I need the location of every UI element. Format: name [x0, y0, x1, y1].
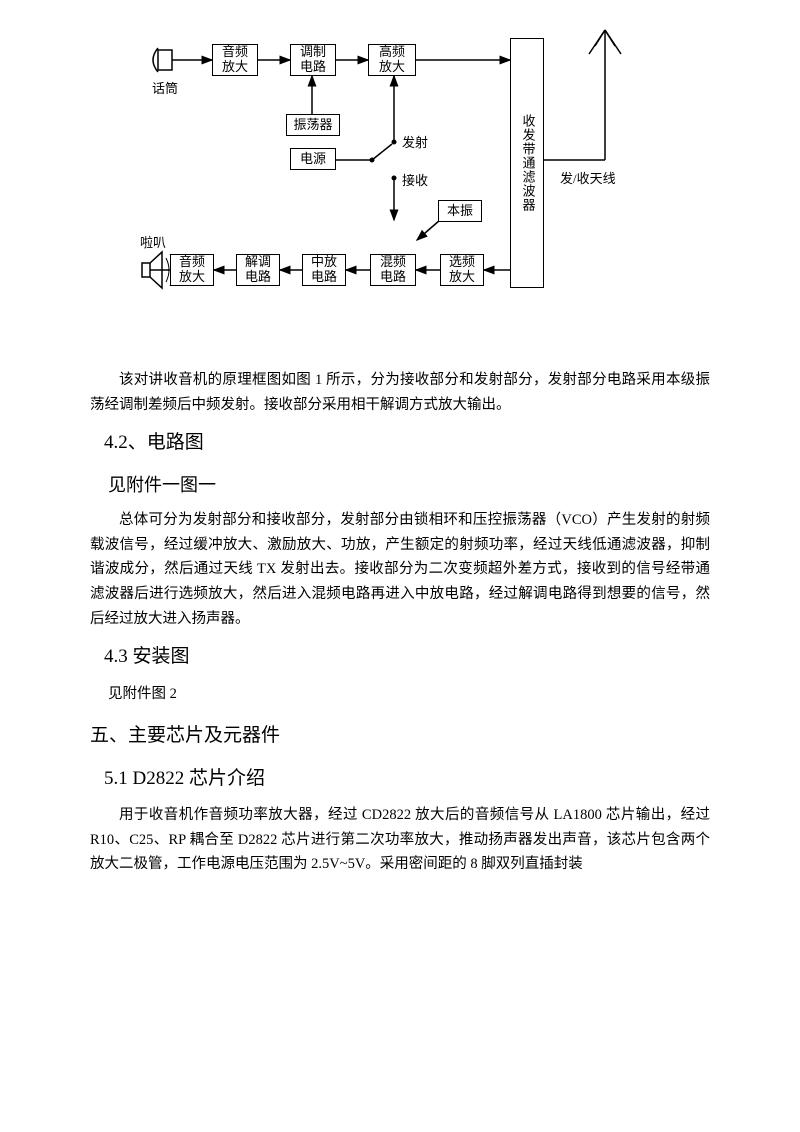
- heading-5-1: 5.1 D2822 芯片介绍: [104, 763, 710, 795]
- box-audio-amp-rx: 音频 放大: [170, 254, 214, 286]
- box-demod: 解调 电路: [236, 254, 280, 286]
- label-mic: 话筒: [152, 78, 178, 100]
- heading-4-3: 4.3 安装图: [104, 641, 710, 673]
- attachment-ref-2: 见附件图 2: [108, 682, 710, 707]
- box-sel-amp: 选频 放大: [440, 254, 484, 286]
- paragraph-1: 该对讲收音机的原理框图如图 1 所示，分为接收部分和发射部分，发射部分电路采用本…: [90, 368, 710, 417]
- box-power: 电源: [290, 148, 336, 170]
- block-diagram: 话筒 音频 放大 调制 电路 高频 放大 振荡器 电源 发射 接收 本振 收发带…: [140, 20, 660, 340]
- heading-5: 五、主要芯片及元器件: [90, 720, 710, 752]
- box-if-amp: 中放 电路: [302, 254, 346, 286]
- attachment-ref-1: 见附件一图一: [108, 470, 710, 501]
- box-mod: 调制 电路: [290, 44, 336, 76]
- heading-4-2: 4.2、电路图: [104, 427, 710, 459]
- box-rf-amp: 高频 放大: [368, 44, 416, 76]
- box-bandpass: 收发带通滤波器: [510, 38, 544, 288]
- box-audio-amp-tx: 音频 放大: [212, 44, 258, 76]
- paragraph-2: 总体可分为发射部分和接收部分，发射部分由锁相环和压控振荡器（VCO）产生发射的射…: [90, 508, 710, 631]
- label-antenna: 发/收天线: [560, 168, 616, 190]
- label-rx: 接收: [402, 170, 428, 192]
- box-mixer: 混频 电路: [370, 254, 416, 286]
- box-osc: 振荡器: [286, 114, 340, 136]
- box-local-osc: 本振: [438, 200, 482, 222]
- label-tx: 发射: [402, 132, 428, 154]
- paragraph-3: 用于收音机作音频功率放大器，经过 CD2822 放大后的音频信号从 LA1800…: [90, 803, 710, 877]
- label-speaker: 啦叭: [140, 232, 166, 254]
